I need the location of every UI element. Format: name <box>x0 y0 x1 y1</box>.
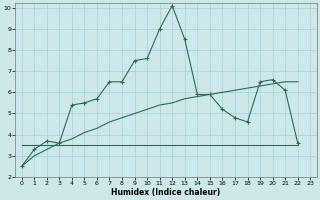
X-axis label: Humidex (Indice chaleur): Humidex (Indice chaleur) <box>111 188 220 197</box>
